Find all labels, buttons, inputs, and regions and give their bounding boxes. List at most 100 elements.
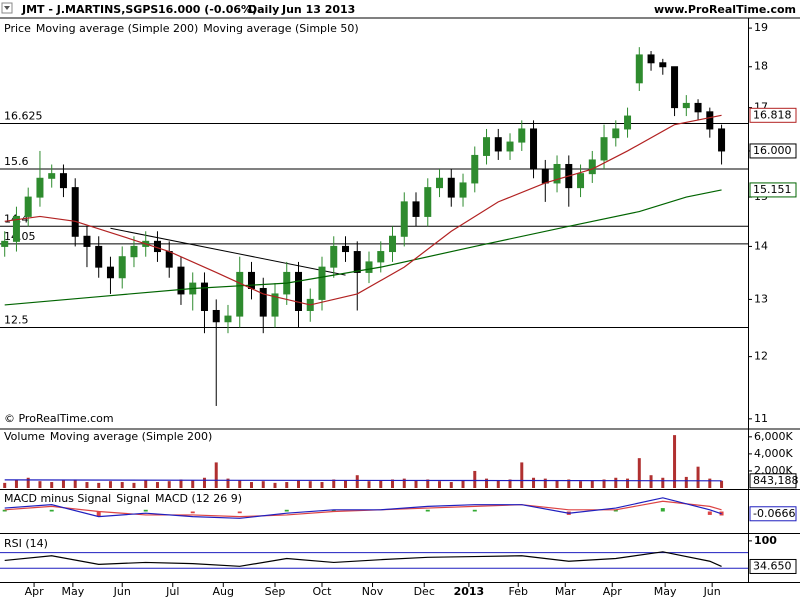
volume-bar [414,480,418,488]
candle-body [353,251,361,273]
y-tick-label: 14 [754,239,768,252]
volume-bar [108,481,112,488]
candle-body [518,128,526,143]
volume-bar [285,482,289,488]
source: www.ProRealTime.com [654,3,796,16]
candle-body [318,266,326,300]
candle-body [48,173,56,179]
legend-label: Moving average (Simple 50) [203,22,358,35]
histogram-bar [660,508,665,512]
volume-bar [238,480,242,488]
candle-body [588,159,596,175]
volume-bar [332,479,336,488]
candle-body [635,54,643,84]
x-tick-label: Oct [312,585,332,598]
volume-bar [132,482,136,488]
candle-body [436,177,444,189]
volume-bar [696,466,700,488]
candle-body [647,54,655,64]
y-tick-label: 6,000K [754,430,793,443]
candle-body [342,245,350,253]
price-change: 16.000 (-0.06%) [158,3,257,16]
volume-bar [532,477,536,488]
instrument-title: JMT - J.MARTINS,SGPS [21,3,158,16]
volume-bar [661,477,665,488]
volume-bar [391,479,395,488]
volume-bar [708,478,712,488]
x-tick-label: 2013 [454,585,485,598]
volume-bar [543,478,547,488]
candle-body [600,137,608,161]
legend-label: Volume [4,430,45,443]
histogram-bar [143,509,148,512]
histogram-bar [96,511,101,517]
candle-body [389,235,397,253]
candle-body [59,173,67,189]
candle-body [247,271,255,289]
last-volume-tag-box [749,473,797,489]
candle-body [471,154,479,184]
histogram-bar [190,511,195,514]
candle-body [706,111,714,130]
rsi-line [4,551,722,568]
x-tick-label: Dec [414,585,435,598]
macd-line [4,500,722,518]
candle-body [671,66,679,109]
candle-body [377,251,385,263]
legend-label: Signal [116,492,150,505]
volume-bar [155,482,159,488]
volume-bar [602,479,606,488]
volume-bar [249,482,253,488]
histogram-bar [613,509,618,512]
y-tick-label: 13 [754,292,768,305]
last-value-tag: 15.151 [753,183,792,196]
volume-bar [97,482,101,488]
volume-bar [720,480,724,488]
volume-bar [50,482,54,488]
candle-body [506,141,514,152]
x-tick-label: Apr [603,585,623,598]
volume-bar [179,479,183,488]
volume-bar [73,479,77,488]
legend-label: Moving average (Simple 200) [50,430,212,443]
level-label: 15.6 [4,155,29,168]
candle-body [12,215,20,242]
candle-body [447,177,455,198]
legend-label: Moving average (Simple 200) [36,22,198,35]
moving-average-line [4,114,722,306]
volume-bar [214,462,218,488]
volume-bar [355,475,359,488]
histogram-bar [2,509,7,512]
date: Jun 13 2013 [281,3,355,16]
volume-bar [426,479,430,488]
volume-bar [273,482,277,488]
candle-body [577,173,585,189]
volume-bar [202,477,206,488]
y-tick-label: 11 [754,412,768,425]
last-value-tag-box [749,182,797,198]
candle-body [71,187,79,237]
volume-bar [438,481,442,488]
y-tick-label: 100 [754,534,777,547]
histogram-bar [49,509,54,512]
volume-bar [449,482,453,488]
volume-bar [296,480,300,488]
candle-body [118,256,126,279]
histogram-bar [472,509,477,512]
volume-bar [673,435,677,488]
candle-body [271,293,279,317]
candle-body [83,235,91,247]
candle-body [1,240,9,247]
volume-bar [590,480,594,488]
candle-body [95,245,103,268]
menu-arrow [4,6,10,10]
histogram-bar [237,511,242,514]
level-label: 16.625 [4,110,43,123]
candle-body [224,315,232,323]
moving-average-line [4,189,722,306]
candle-body [259,287,267,317]
candle-body [530,128,538,170]
candle-body [424,187,432,217]
x-tick-label: Mar [555,585,576,598]
